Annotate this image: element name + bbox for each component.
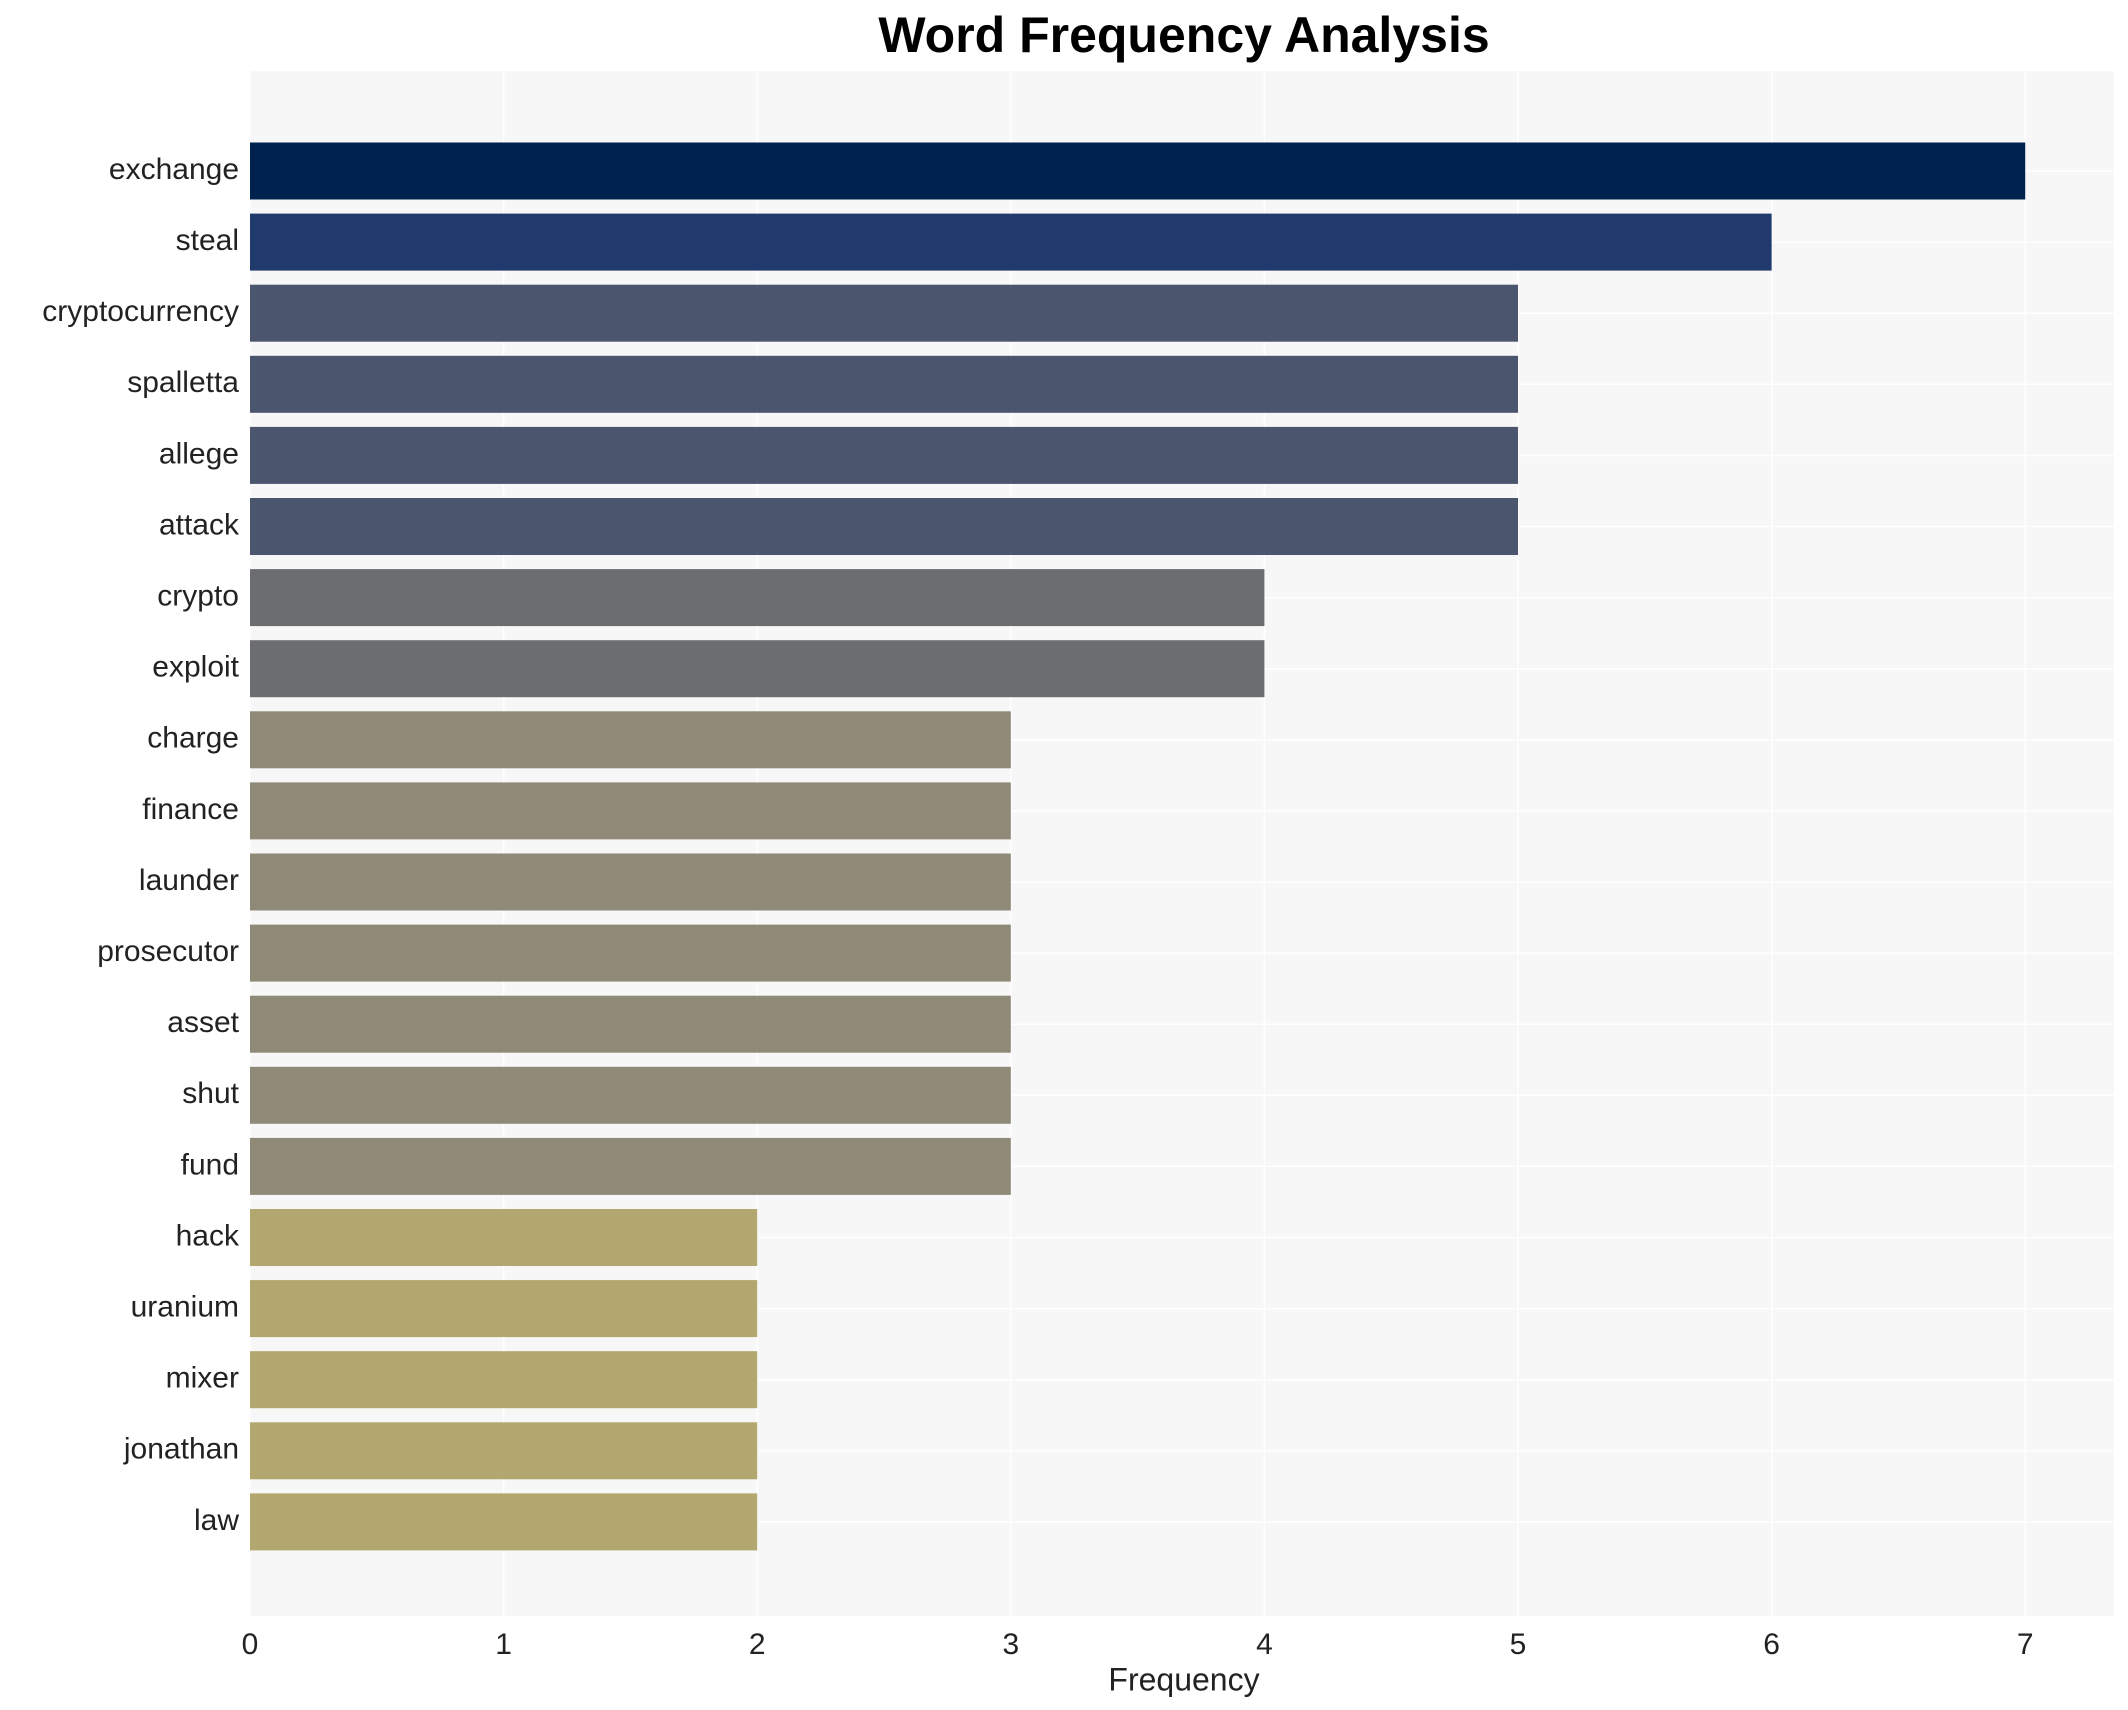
bar [250, 213, 1772, 271]
y-tick-label: exploit [152, 651, 239, 684]
y-tick-label: hack [176, 1219, 240, 1252]
y-tick-label: attack [159, 508, 240, 541]
bar [250, 569, 1265, 627]
y-tick-label: prosecutor [97, 935, 239, 968]
bar [250, 284, 1519, 342]
y-tick-label: shut [182, 1077, 239, 1110]
y-tick-label: fund [181, 1148, 239, 1181]
y-tick-label: steal [176, 224, 239, 257]
y-tick-label: charge [147, 722, 239, 755]
x-axis-label: Frequency [1108, 1661, 1259, 1697]
bar [250, 498, 1519, 555]
y-tick-label: uranium [131, 1291, 239, 1324]
bar [250, 1280, 758, 1338]
bar [250, 1137, 1011, 1195]
bar [250, 853, 1011, 911]
bar [250, 1422, 758, 1480]
y-tick-label: finance [142, 793, 239, 826]
x-tick-label: 7 [2017, 1628, 2034, 1661]
x-tick-label: 1 [495, 1628, 512, 1661]
bar [250, 142, 2026, 200]
x-tick-label: 3 [1002, 1628, 1019, 1661]
bar [250, 426, 1519, 484]
y-tick-label: spalletta [127, 366, 239, 399]
y-tick-label: allege [159, 437, 239, 470]
bar [250, 1209, 758, 1266]
bar [250, 782, 1011, 840]
bar [250, 924, 1011, 982]
bar [250, 711, 1011, 769]
chart-title: Word Frequency Analysis [878, 7, 1489, 63]
y-tick-label: jonathan [123, 1433, 239, 1466]
x-tick-label: 6 [1763, 1628, 1780, 1661]
x-tick-label: 0 [242, 1628, 259, 1661]
bar [250, 1066, 1011, 1124]
bar [250, 640, 1265, 698]
bar [250, 355, 1519, 413]
y-tick-label: cryptocurrency [42, 295, 239, 328]
y-tick-label: asset [167, 1006, 239, 1039]
y-tick-label: law [194, 1504, 239, 1537]
x-tick-label: 5 [1510, 1628, 1527, 1661]
y-tick-label: crypto [157, 580, 239, 613]
bar [250, 1493, 758, 1551]
y-tick-label: mixer [166, 1362, 239, 1395]
x-tick-label: 2 [749, 1628, 766, 1661]
y-tick-label: launder [139, 864, 239, 897]
x-tick-label: 4 [1256, 1628, 1273, 1661]
y-tick-label: exchange [109, 153, 239, 186]
bar [250, 1351, 758, 1409]
bar [250, 995, 1011, 1053]
